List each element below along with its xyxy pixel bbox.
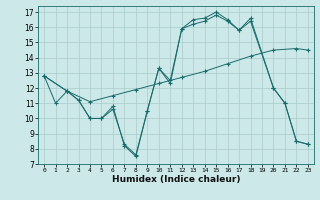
X-axis label: Humidex (Indice chaleur): Humidex (Indice chaleur)	[112, 175, 240, 184]
